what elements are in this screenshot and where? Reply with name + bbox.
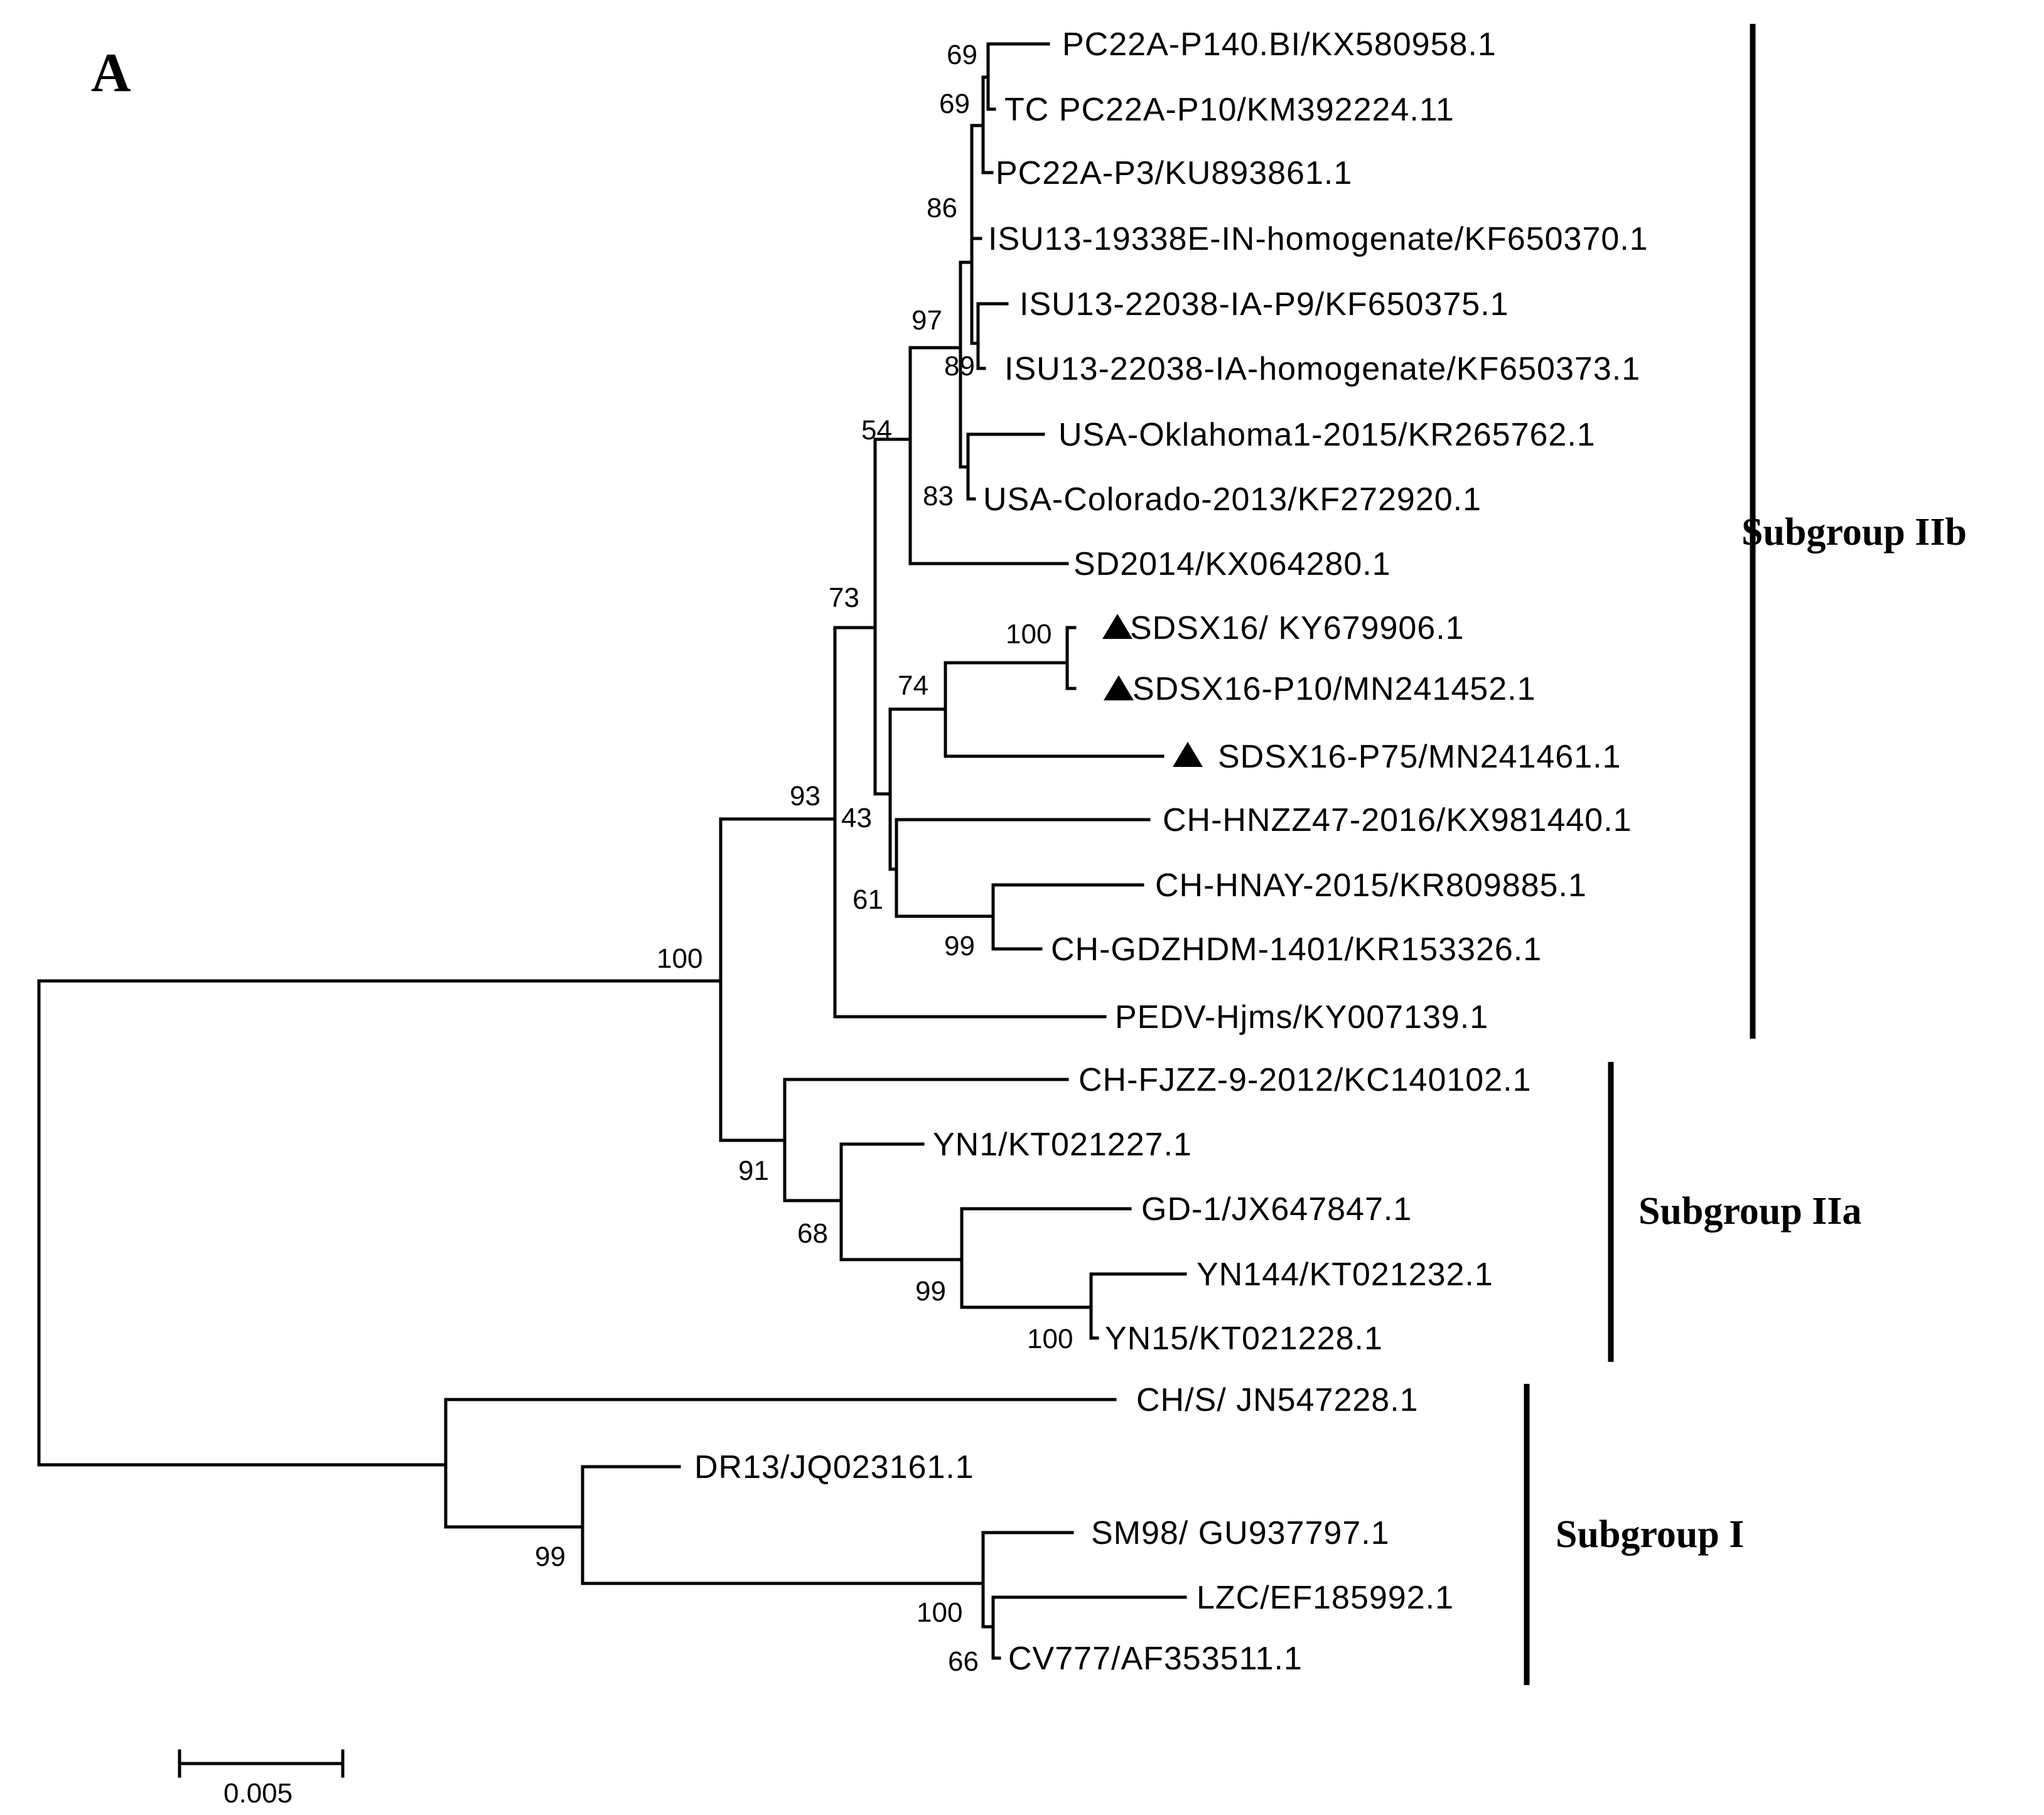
scale-bar-label: 0.005 [223,1778,293,1809]
bootstrap-value: 100 [1006,619,1052,650]
bootstrap-value: 69 [947,40,977,70]
taxon-label: SDSX16-P75/MN241461.1 [1218,739,1622,775]
bootstrap-value: 97 [912,305,942,336]
bootstrap-value: 91 [738,1155,769,1186]
taxon-label: SDSX16-P10/MN241452.1 [1132,671,1536,707]
triangle-marker-icon [1173,742,1203,767]
bootstrap-value: 61 [853,884,883,915]
tree-branches [37,42,1187,1660]
taxon-label: ISU13-19338E-IN-homogenate/KF650370.1 [988,221,1649,257]
bootstrap-value: 89 [944,351,975,382]
taxon-labels: PC22A-P140.BI/KX580958.1 TC PC22A-P10/KM… [694,26,1649,1677]
taxon-label: YN144/KT021232.1 [1197,1256,1493,1293]
taxon-label: LZC/EF185992.1 [1197,1580,1454,1616]
bootstrap-value: 68 [797,1218,828,1249]
bootstrap-values: 69 69 86 97 89 54 83 73 100 74 93 43 61 … [535,40,1073,1677]
bootstrap-value: 74 [898,670,928,701]
subgroup-IIb-label: Subgroup IIb [1741,511,1967,554]
taxon-label: CH-GDZHDM-1401/KR153326.1 [1051,931,1542,968]
taxon-label: CV777/AF353511.1 [1008,1641,1303,1677]
bootstrap-value: 43 [841,803,872,833]
subgroup-IIa-label: Subgroup IIa [1638,1190,1862,1233]
subgroup-brackets: Subgroup IIb Subgroup IIa Subgroup I [1524,24,1967,1685]
taxon-label: SD2014/KX064280.1 [1073,546,1391,582]
taxon-label: TC PC22A-P10/KM392224.11 [1004,92,1455,128]
bootstrap-value: 69 [939,88,970,119]
bootstrap-value: 99 [944,931,975,961]
taxon-label: USA-Oklahoma1-2015/KR265762.1 [1058,417,1596,453]
taxon-label: CH-HNZZ47-2016/KX981440.1 [1163,802,1632,838]
taxon-label: PEDV-Hjms/KY007139.1 [1115,999,1488,1036]
bootstrap-value: 66 [948,1646,979,1677]
panel-label: A [91,43,131,104]
taxon-label: CH-FJZZ-9-2012/KC140102.1 [1078,1062,1532,1098]
bootstrap-value: 99 [535,1541,566,1572]
scale-bar: 0.005 [178,1749,345,1809]
bootstrap-value: 83 [923,481,954,511]
bootstrap-value: 73 [829,582,859,613]
bootstrap-value: 100 [657,943,702,974]
taxon-label: SM98/ GU937797.1 [1091,1515,1390,1551]
bootstrap-value: 86 [927,193,957,223]
bootstrap-value: 54 [861,415,892,446]
taxon-label: USA-Colorado-2013/KF272920.1 [983,481,1482,518]
taxon-label: SDSX16/ KY679906.1 [1130,610,1465,646]
taxon-label: PC22A-P3/KU893861.1 [996,155,1352,191]
taxon-label: PC22A-P140.BI/KX580958.1 [1062,26,1497,63]
taxon-label: ISU13-22038-IA-homogenate/KF650373.1 [1004,351,1640,387]
bootstrap-value: 100 [1027,1324,1073,1354]
scale-bar-line [178,1749,345,1778]
bootstrap-value: 99 [915,1276,946,1307]
taxon-label: GD-1/JX647847.1 [1141,1191,1412,1228]
isolate-markers [1102,614,1203,767]
triangle-marker-icon [1104,675,1134,700]
taxon-label: ISU13-22038-IA-P9/KF650375.1 [1019,286,1509,323]
subgroup-I-label: Subgroup I [1556,1513,1744,1556]
taxon-label: YN1/KT021227.1 [933,1127,1192,1163]
taxon-label: YN15/KT021228.1 [1105,1320,1383,1357]
taxon-label: DR13/JQ023161.1 [694,1449,974,1486]
taxon-label: CH-HNAY-2015/KR809885.1 [1155,867,1587,904]
bootstrap-value: 93 [790,781,820,811]
bootstrap-value: 100 [917,1597,962,1628]
triangle-marker-icon [1102,614,1132,639]
taxon-label: CH/S/ JN547228.1 [1136,1382,1419,1418]
